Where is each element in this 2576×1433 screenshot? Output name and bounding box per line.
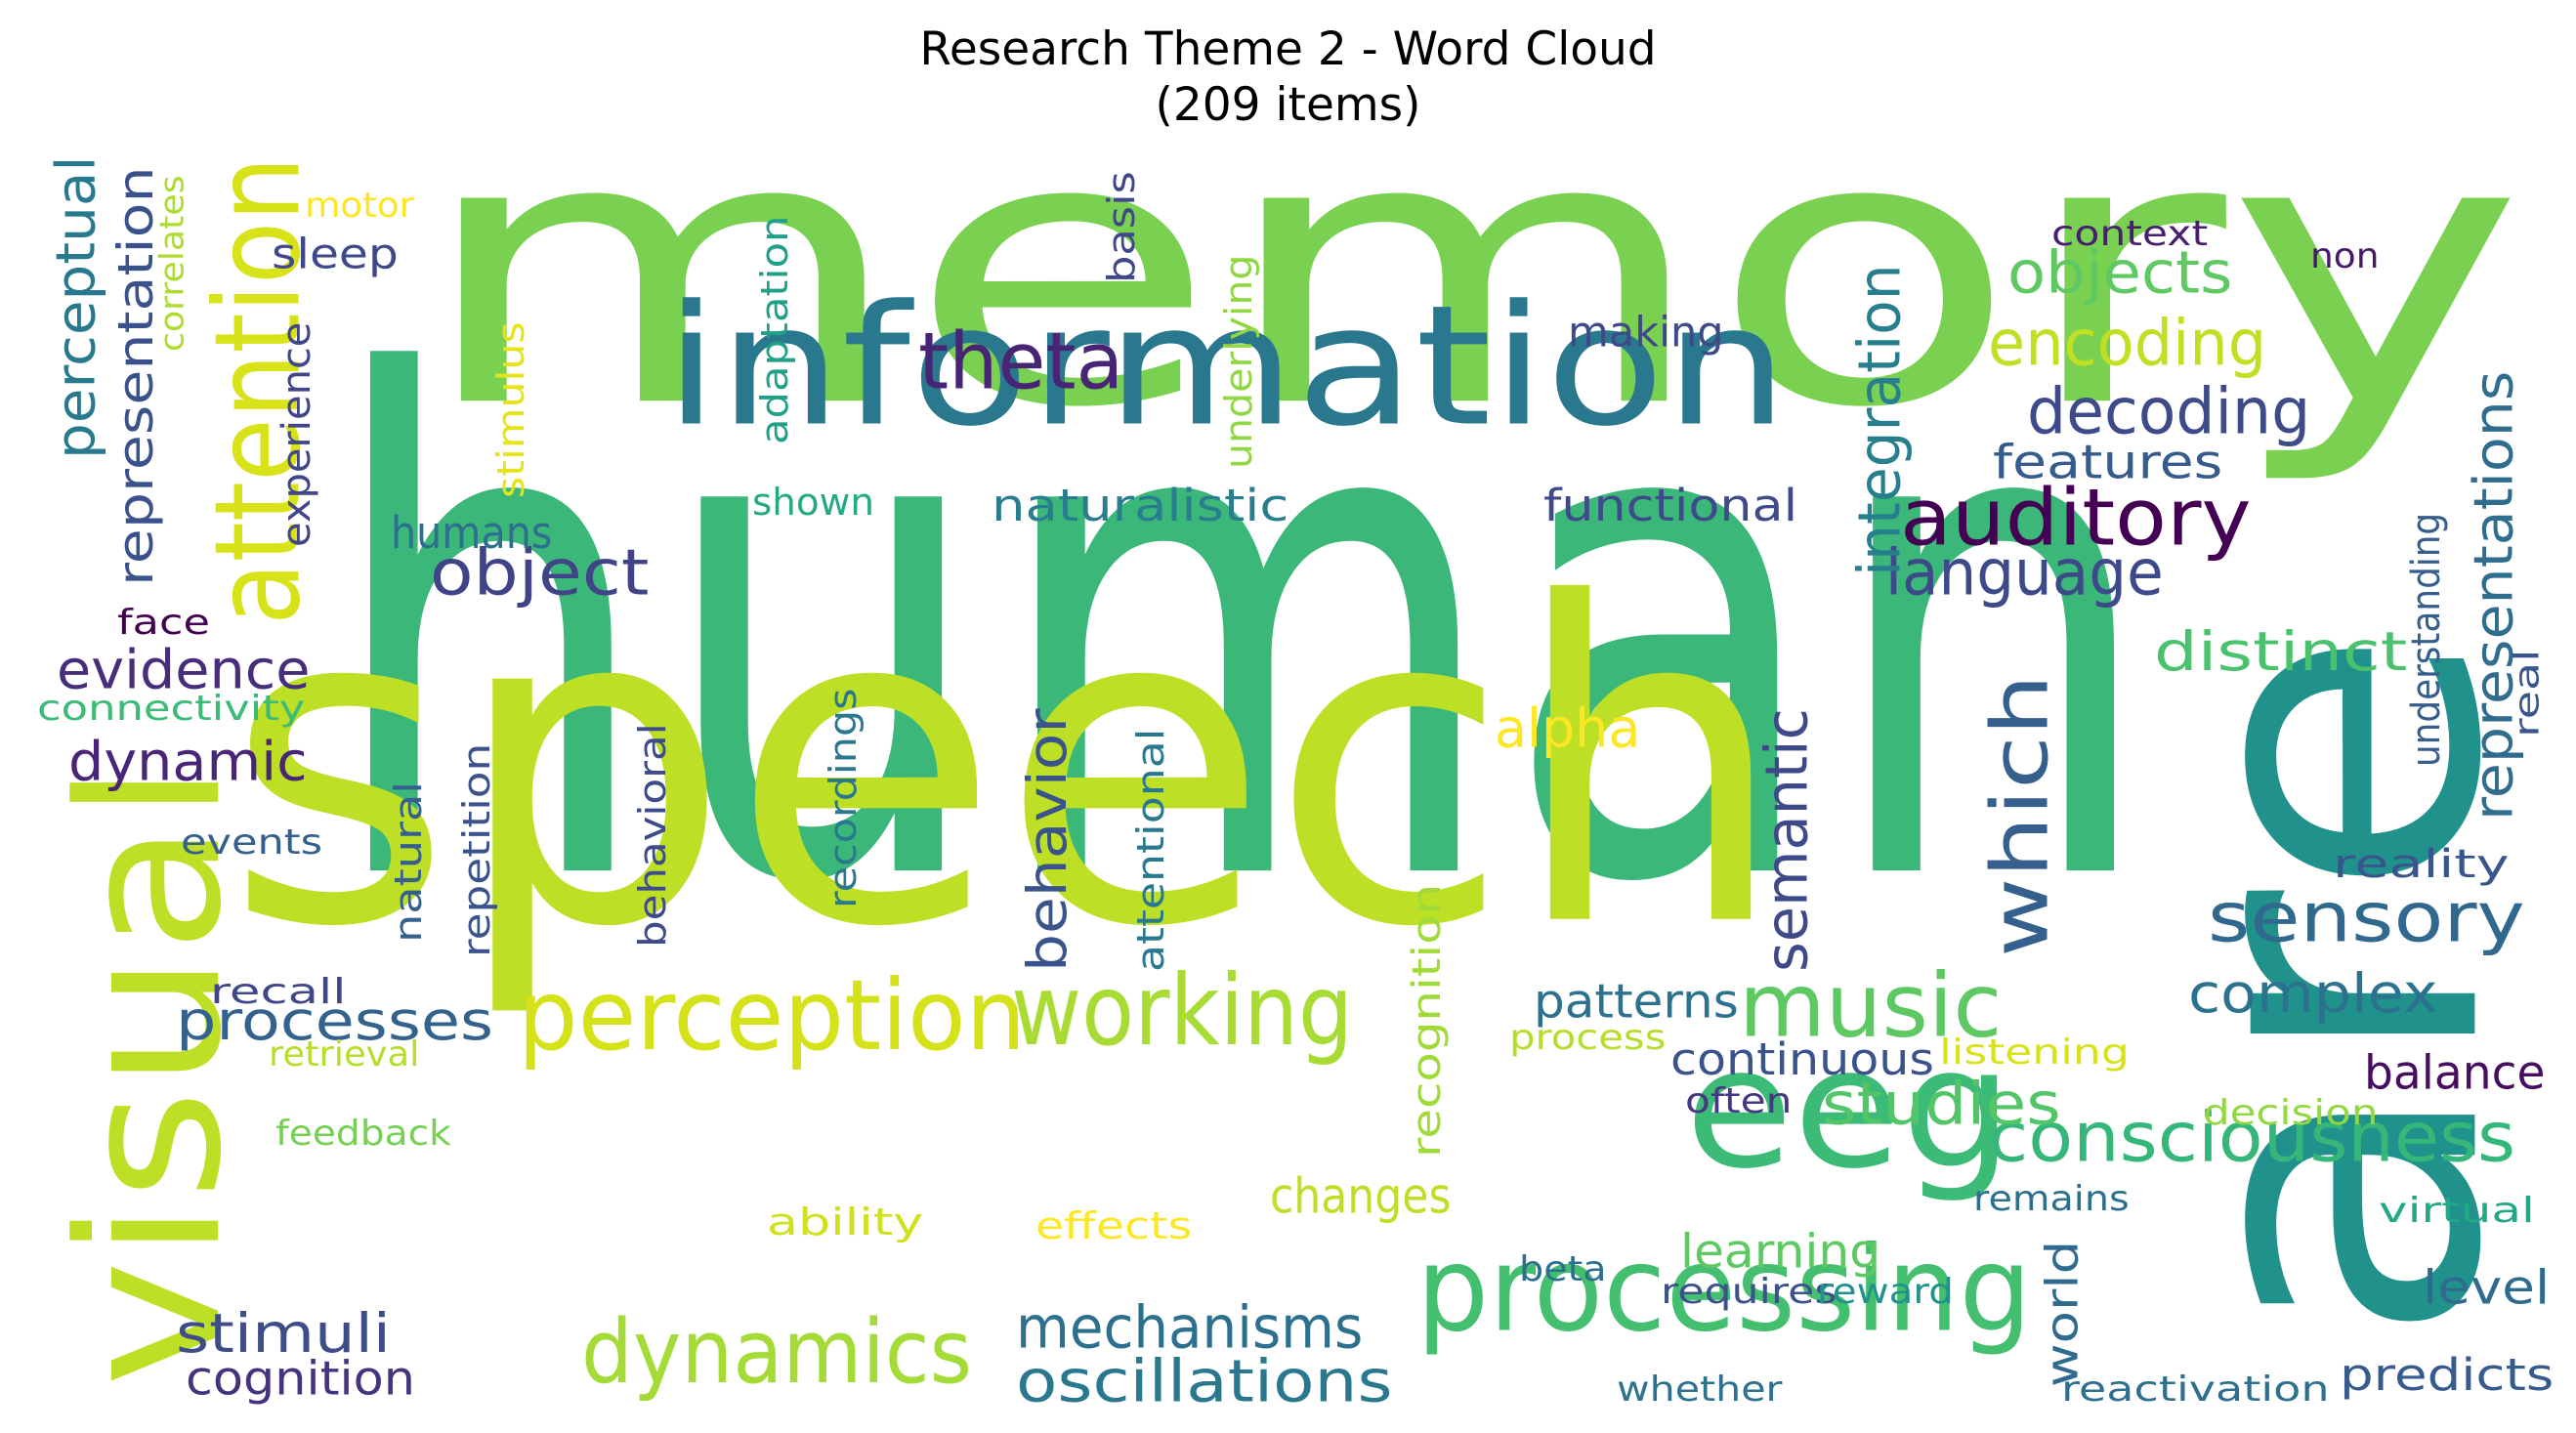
word-recall: recall: [210, 971, 347, 1013]
word-speech: speech: [225, 511, 1789, 1023]
word-changes: changes: [1270, 1167, 1452, 1225]
word-retrieval: retrieval: [269, 1033, 420, 1075]
word-feedback: feedback: [275, 1113, 451, 1155]
word-recordings: recordings: [821, 688, 866, 908]
word-balance: balance: [2364, 1046, 2546, 1101]
word-connectivity: connectivity: [37, 688, 306, 730]
word-perceptual: perceptual: [44, 155, 107, 459]
word-sensory: sensory: [2208, 877, 2525, 958]
word-functional: functional: [1543, 480, 1798, 531]
word-correlates: correlates: [153, 175, 192, 352]
word-events: events: [181, 822, 323, 864]
word-recognition: recognition: [1403, 883, 1450, 1158]
word-behavior: behavior: [1016, 708, 1079, 972]
word-objects: objects: [2007, 239, 2233, 308]
word-process: process: [1509, 1017, 1667, 1059]
word-reactivation: reactivation: [2061, 1369, 2330, 1411]
word-humans: humans: [391, 507, 553, 559]
word-listening: listening: [1939, 1032, 2130, 1074]
word-reward: reward: [1817, 1271, 1954, 1313]
word-naturalistic: naturalistic: [992, 480, 1289, 531]
word-mechanisms: mechanisms: [1016, 1294, 1364, 1363]
word-memory: memory: [415, 57, 2525, 489]
word-continuous: continuous: [1670, 1033, 1934, 1085]
word-encoding: encoding: [1988, 307, 2267, 381]
word-repetition: repetition: [454, 742, 499, 957]
word-level: level: [2423, 1261, 2551, 1316]
word-understanding: understanding: [2404, 512, 2450, 767]
word-features: features: [1993, 436, 2223, 490]
word-stimuli: stimuli: [176, 1302, 392, 1366]
word-integration: integration: [1846, 264, 1915, 576]
word-experience: experience: [274, 321, 320, 547]
word-reality: reality: [2333, 841, 2510, 888]
word-basis: basis: [1099, 171, 1144, 283]
word-dynamics: dynamics: [581, 1302, 973, 1404]
word-attentional: attentional: [1128, 728, 1173, 972]
word-stimulus: stimulus: [488, 321, 533, 498]
word-behavioral: behavioral: [630, 723, 675, 948]
word-which: which: [1974, 674, 2066, 957]
word-face: face: [117, 602, 210, 644]
word-whether: whether: [1617, 1369, 1783, 1411]
title-line-1: Research Theme 2 - Word Cloud: [919, 22, 1657, 76]
word-adaptation: adaptation: [752, 215, 797, 444]
word-working: working: [1011, 952, 1354, 1068]
word-context: context: [2051, 213, 2209, 255]
word-alpha: alpha: [1495, 696, 1641, 760]
word-world: world: [2038, 1240, 2089, 1387]
word-processing: processing: [1416, 1221, 2032, 1358]
word-shown: shown: [752, 480, 874, 525]
word-real: real: [2508, 649, 2548, 738]
word-auditory: auditory: [1900, 472, 2252, 564]
word-ability: ability: [767, 1200, 924, 1244]
word-beta: beta: [1519, 1248, 1607, 1290]
word-human: human: [322, 236, 2159, 1033]
word-dynamic: dynamic: [68, 730, 308, 793]
word-patterns: patterns: [1534, 975, 1739, 1030]
word-evidence: evidence: [57, 638, 311, 701]
word-making: making: [1568, 309, 1724, 358]
word-motor: motor: [305, 185, 415, 227]
word-consciousness: consciousness: [1988, 1098, 2516, 1178]
word-complex: complex: [2188, 962, 2438, 1026]
word-sleep: sleep: [272, 231, 399, 279]
word-remains: remains: [1973, 1178, 2130, 1220]
word-cognition: cognition: [186, 1352, 415, 1407]
word-information: information: [664, 269, 1789, 463]
word-eeg: eeg: [1685, 1011, 2013, 1205]
word-decision: decision: [2203, 1092, 2379, 1134]
word-virtual: virtual: [2379, 1190, 2535, 1232]
word-perception: perception: [518, 957, 1027, 1073]
word-decoding: decoding: [2027, 375, 2311, 449]
word-natural: natural: [386, 780, 431, 943]
word-language: language: [1885, 536, 2164, 611]
title-line-2: (209 items): [1155, 78, 1421, 132]
word-theta: theta: [918, 316, 1124, 407]
word-processes: processes: [176, 990, 493, 1053]
word-non: non: [2310, 235, 2380, 277]
word-distinct: distinct: [2154, 620, 2408, 684]
word-underlying: underlying: [1216, 254, 1261, 469]
word-representations: representations: [2462, 370, 2525, 821]
word-often: often: [1685, 1080, 1793, 1122]
word-learning: learning: [1680, 1225, 1881, 1280]
word-oscillations: oscillations: [1016, 1348, 1393, 1416]
word-object: object: [430, 536, 650, 611]
word-studies: studies: [1822, 1070, 2061, 1138]
chart-title: Research Theme 2 - Word Cloud (209 items…: [0, 21, 2576, 133]
word-semantic: semantic: [1753, 707, 1822, 972]
word-requires: requires: [1661, 1271, 1837, 1313]
word-music: music: [1739, 954, 2003, 1057]
word-predicts: predicts: [2340, 1349, 2555, 1401]
word-effects: effects: [1035, 1203, 1193, 1248]
